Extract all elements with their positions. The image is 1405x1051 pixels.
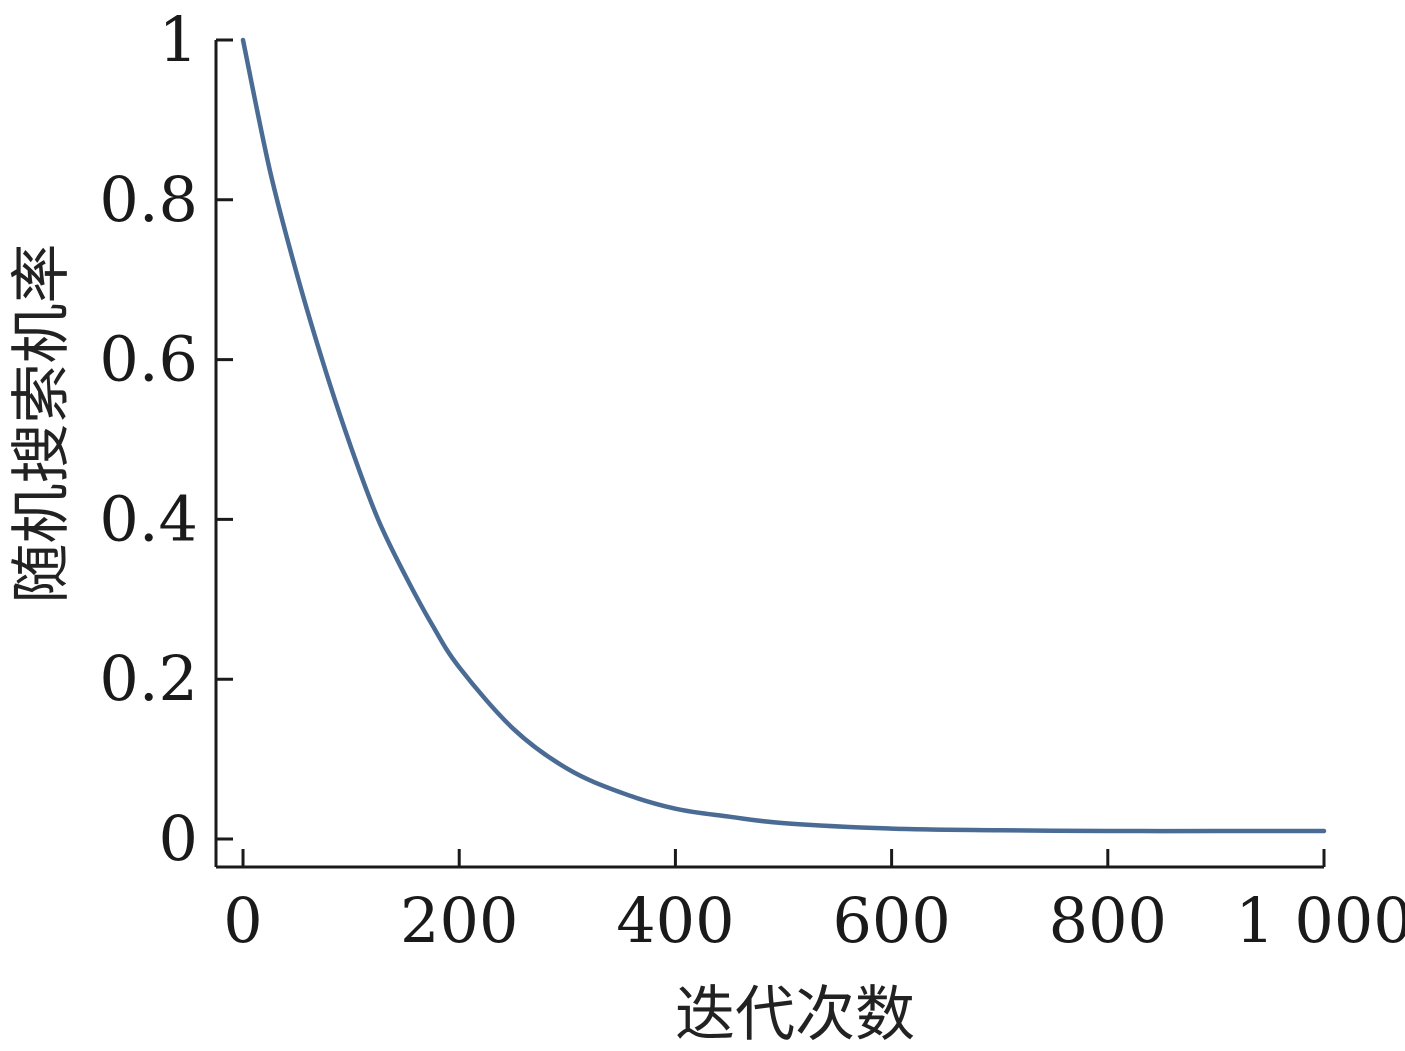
x-tick-label: 1 000	[1235, 884, 1405, 957]
y-axis-title: 随机搜索机率	[7, 244, 77, 604]
x-tick-label: 800	[1049, 884, 1167, 957]
series-line	[240, 37, 1327, 834]
y-axis-ticks: 0 0.2 0.4 0.6 0.8 1	[99, 3, 233, 875]
y-tick-label: 0.8	[99, 163, 198, 236]
x-axis-ticks: 0 200 400 600 800 1 000	[223, 849, 1405, 957]
x-tick-label: 400	[616, 884, 734, 957]
x-axis-title: 迭代次数	[675, 980, 915, 1050]
x-tick-label: 200	[400, 884, 518, 957]
x-tick-label: 600	[832, 884, 950, 957]
y-tick-label: 0	[159, 802, 198, 875]
y-tick-label: 1	[159, 3, 198, 76]
y-tick-label: 0.2	[99, 642, 198, 715]
y-tick-label: 0.6	[99, 323, 198, 396]
x-tick-label: 0	[223, 884, 262, 957]
y-tick-label: 0.4	[99, 482, 198, 555]
